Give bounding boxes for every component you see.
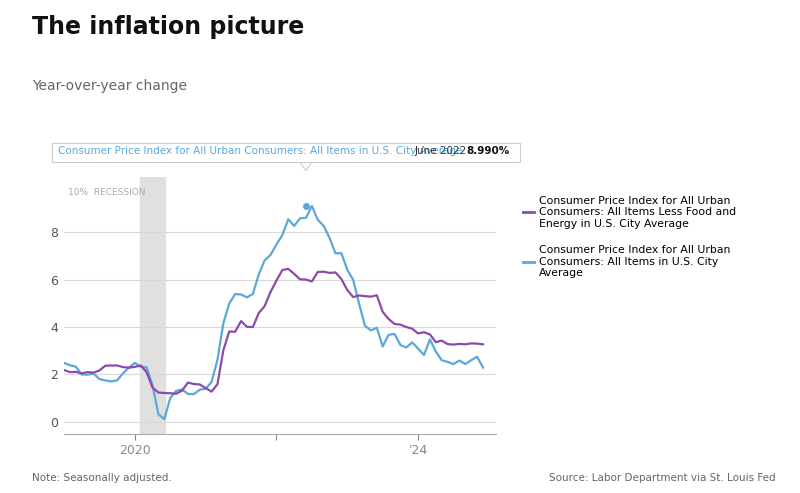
Text: Note: Seasonally adjusted.: Note: Seasonally adjusted. [32, 473, 172, 483]
Text: Source: Labor Department via St. Louis Fed: Source: Labor Department via St. Louis F… [550, 473, 776, 483]
Text: Consumer Price Index for All Urban Consumers: All Items in U.S. City Average: Consumer Price Index for All Urban Consu… [58, 146, 462, 156]
Text: 8.990%: 8.990% [466, 146, 510, 156]
Bar [141, 177, 165, 434]
Text: 10%  RECESSION: 10% RECESSION [67, 188, 145, 197]
Legend: Consumer Price Index for All Urban
Consumers: All Items Less Food and
Energy in : Consumer Price Index for All Urban Consu… [523, 196, 736, 279]
Text: June 2022: June 2022 [414, 146, 466, 156]
Text: Year-over-year change: Year-over-year change [32, 79, 187, 93]
Text: The inflation picture: The inflation picture [32, 15, 304, 39]
